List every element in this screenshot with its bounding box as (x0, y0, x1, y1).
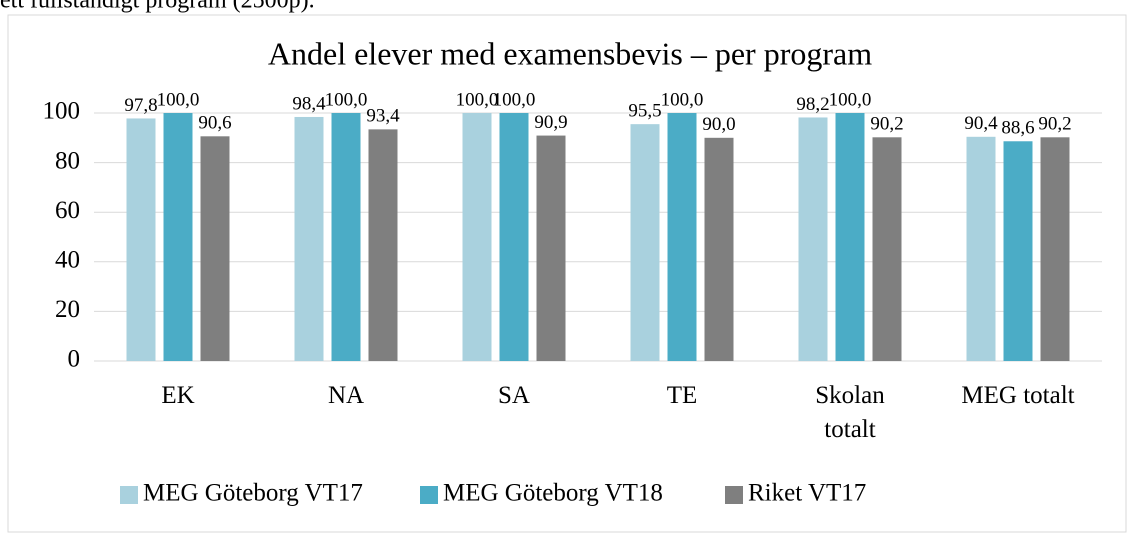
value-label: 90,2 (870, 114, 903, 135)
y-tick-label: 100 (43, 98, 81, 125)
value-label: 90,0 (702, 114, 735, 135)
bar (835, 113, 865, 361)
x-tick-label: SA (498, 382, 530, 409)
value-label: 100,0 (661, 89, 704, 110)
x-tick-label: MEG totalt (961, 382, 1075, 409)
value-label: 100,0 (493, 89, 536, 110)
value-label: 100,0 (325, 89, 368, 110)
bar (1003, 141, 1033, 361)
value-label: 90,6 (198, 113, 231, 134)
y-tick-label: 40 (55, 247, 80, 274)
bar (630, 124, 660, 361)
legend-label: MEG Göteborg VT17 (143, 480, 363, 507)
value-label: 93,4 (366, 106, 400, 127)
bar (368, 129, 398, 361)
bar (499, 113, 529, 361)
value-label: 98,2 (796, 94, 829, 115)
legend-label: Riket VT17 (748, 480, 866, 507)
bar (667, 113, 697, 361)
value-label: 90,2 (1038, 114, 1071, 135)
value-label: 90,4 (964, 113, 998, 134)
value-label: 90,9 (534, 112, 567, 133)
bar (331, 113, 361, 361)
value-label: 98,4 (292, 93, 326, 114)
bar (1040, 137, 1070, 361)
legend-swatch (725, 486, 743, 504)
x-tick-label: NA (327, 382, 365, 409)
bar (126, 118, 156, 362)
bar (872, 137, 902, 361)
context-text: ett fullständigt program (2500p). (0, 0, 315, 14)
chart-title: Andel elever med examensbevis – per prog… (268, 35, 872, 71)
x-tick-label: EK (161, 382, 195, 409)
bar (966, 136, 996, 361)
legend-swatch (120, 486, 138, 504)
bar (163, 113, 193, 361)
value-label: 100,0 (157, 89, 200, 110)
bar (200, 136, 230, 361)
bar (704, 137, 734, 361)
value-label: 88,6 (1001, 118, 1034, 139)
y-tick-label: 0 (68, 346, 81, 373)
value-label: 97,8 (124, 95, 157, 116)
value-label: 95,5 (628, 101, 661, 122)
x-tick-label: Skolan totalt (815, 382, 885, 443)
y-tick-label: 60 (55, 197, 80, 224)
legend-label: MEG Göteborg VT18 (443, 480, 663, 507)
y-tick-label: 80 (55, 147, 80, 174)
bar (294, 116, 324, 361)
value-label: 100,0 (456, 89, 499, 110)
y-tick-label: 20 (55, 296, 80, 323)
bar (536, 135, 566, 361)
bar (462, 113, 492, 361)
value-label: 100,0 (829, 89, 872, 110)
bar (798, 117, 828, 362)
chart-frame (7, 14, 1127, 533)
x-tick-label: TE (666, 382, 698, 409)
legend-swatch (420, 486, 438, 504)
